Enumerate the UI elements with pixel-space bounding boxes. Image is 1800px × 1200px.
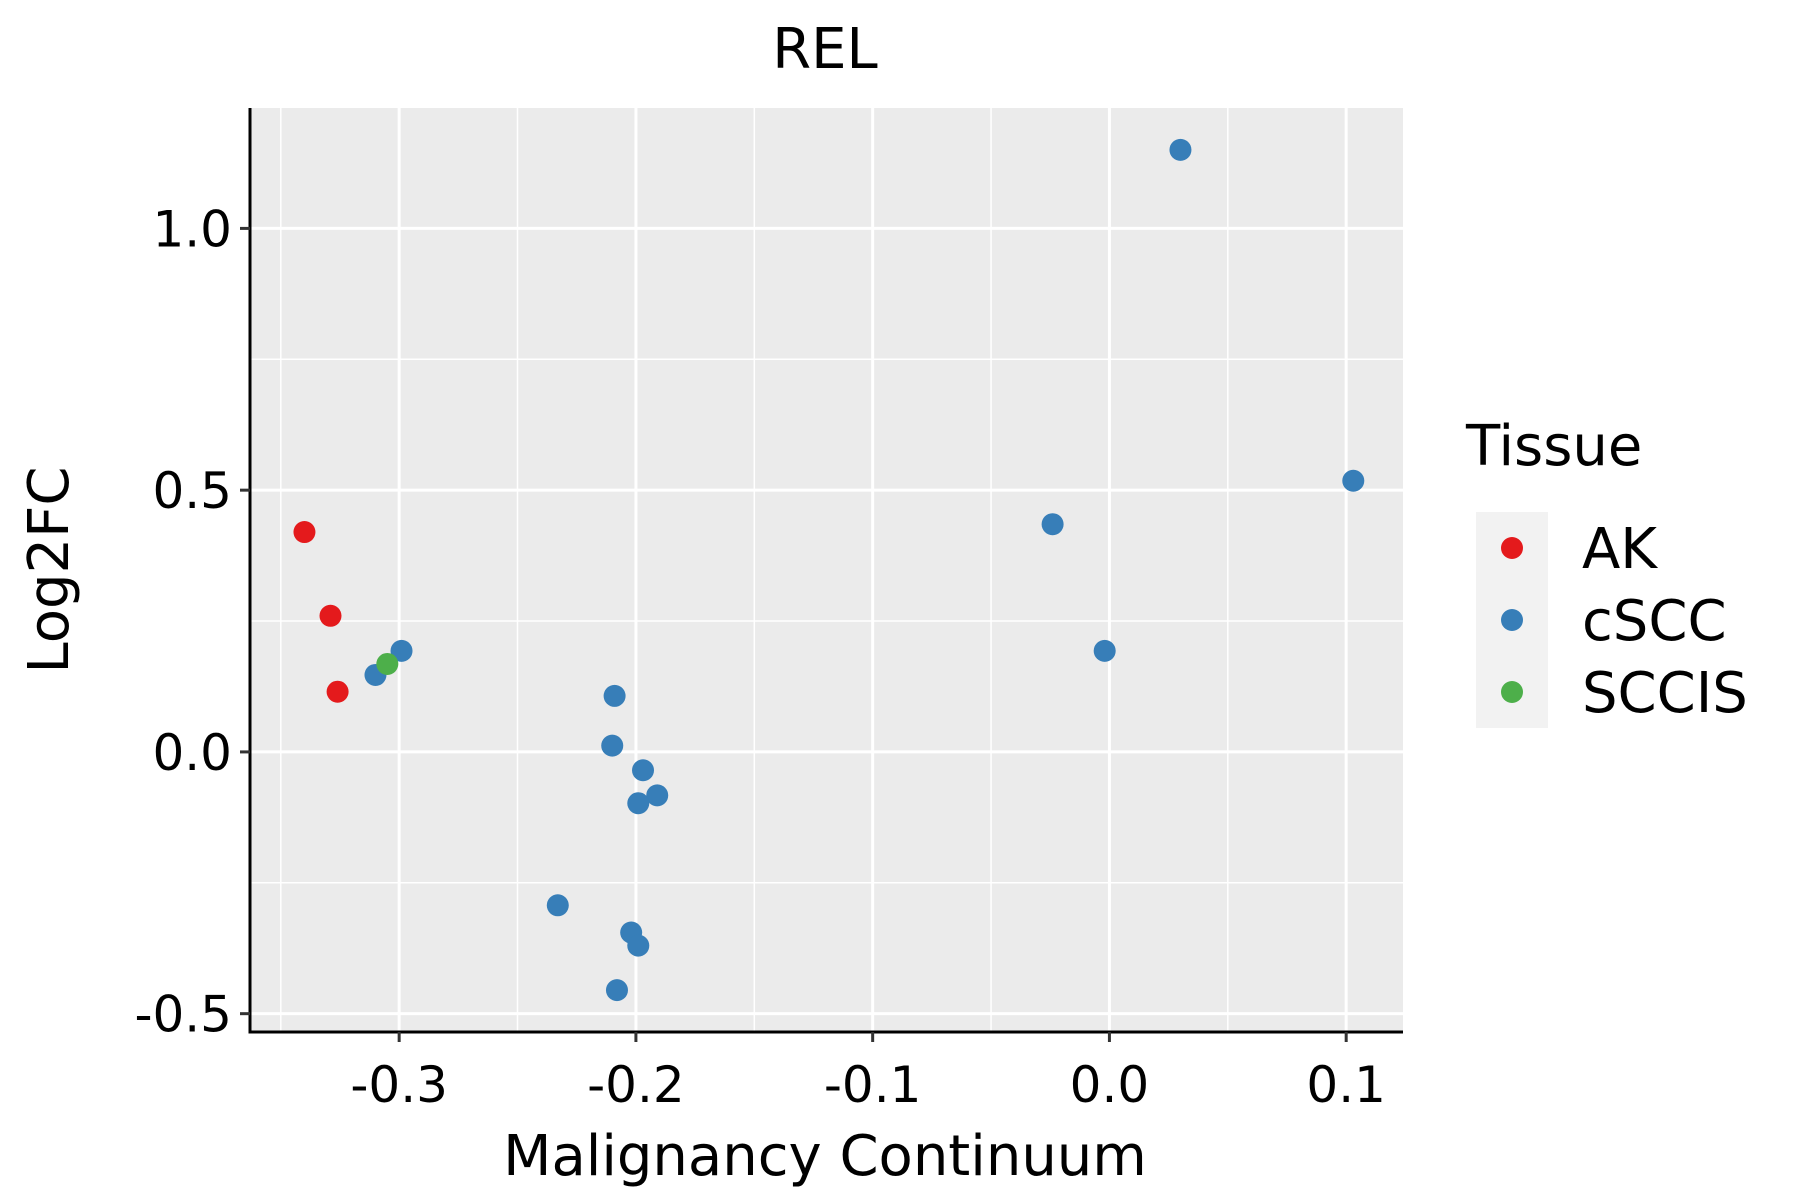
y-axis-title: Log2FC	[17, 467, 82, 674]
x-tick-label: -0.2	[587, 1056, 685, 1114]
chart-title: REL	[772, 17, 878, 82]
x-tick-label: 0.1	[1306, 1056, 1386, 1114]
grid-layer	[250, 108, 1403, 1032]
legend-key-cscc	[1501, 609, 1523, 631]
data-point-cscc	[603, 684, 626, 707]
x-axis-title: Malignancy Continuum	[503, 1124, 1147, 1189]
data-point-ak	[319, 604, 342, 627]
data-point-cscc	[1169, 138, 1192, 161]
data-point-cscc	[646, 784, 669, 807]
plot-panel-layer	[250, 108, 1403, 1032]
legend: Tissue AK cSCC SCCIS	[1465, 414, 1748, 728]
y-tick-label: -0.5	[134, 986, 232, 1044]
data-point-cscc	[605, 979, 628, 1002]
legend-key-ak	[1501, 537, 1523, 559]
data-point-cscc	[390, 639, 413, 662]
axes-layer: -0.3 -0.2 -0.1 0.0 0.1 -0.5 0.0 0.5 1.0	[134, 108, 1403, 1114]
data-point-cscc	[1093, 639, 1116, 662]
data-point-cscc	[1041, 513, 1064, 536]
y-tick-label: 1.0	[152, 200, 232, 258]
legend-label-cscc: cSCC	[1582, 589, 1727, 654]
data-point-cscc	[601, 734, 624, 757]
data-point-cscc	[632, 759, 655, 782]
data-point-cscc	[1342, 469, 1365, 492]
x-tick-label: -0.1	[824, 1056, 922, 1114]
points-layer	[293, 138, 1365, 1002]
data-point-ak	[293, 521, 316, 544]
legend-title: Tissue	[1465, 414, 1642, 479]
x-tick-label: 0.0	[1070, 1056, 1150, 1114]
data-point-sccis	[376, 652, 399, 675]
plot-background	[250, 108, 1403, 1032]
x-tick-label: -0.3	[350, 1056, 448, 1114]
y-tick-label: 0.0	[152, 724, 232, 782]
data-point-cscc	[627, 792, 650, 815]
data-point-ak	[326, 680, 349, 703]
legend-label-sccis: SCCIS	[1582, 661, 1748, 726]
data-point-cscc	[627, 934, 650, 957]
legend-label-ak: AK	[1582, 517, 1658, 582]
y-tick-label: 0.5	[152, 462, 232, 520]
data-point-cscc	[546, 894, 569, 917]
legend-key-sccis	[1501, 681, 1523, 703]
